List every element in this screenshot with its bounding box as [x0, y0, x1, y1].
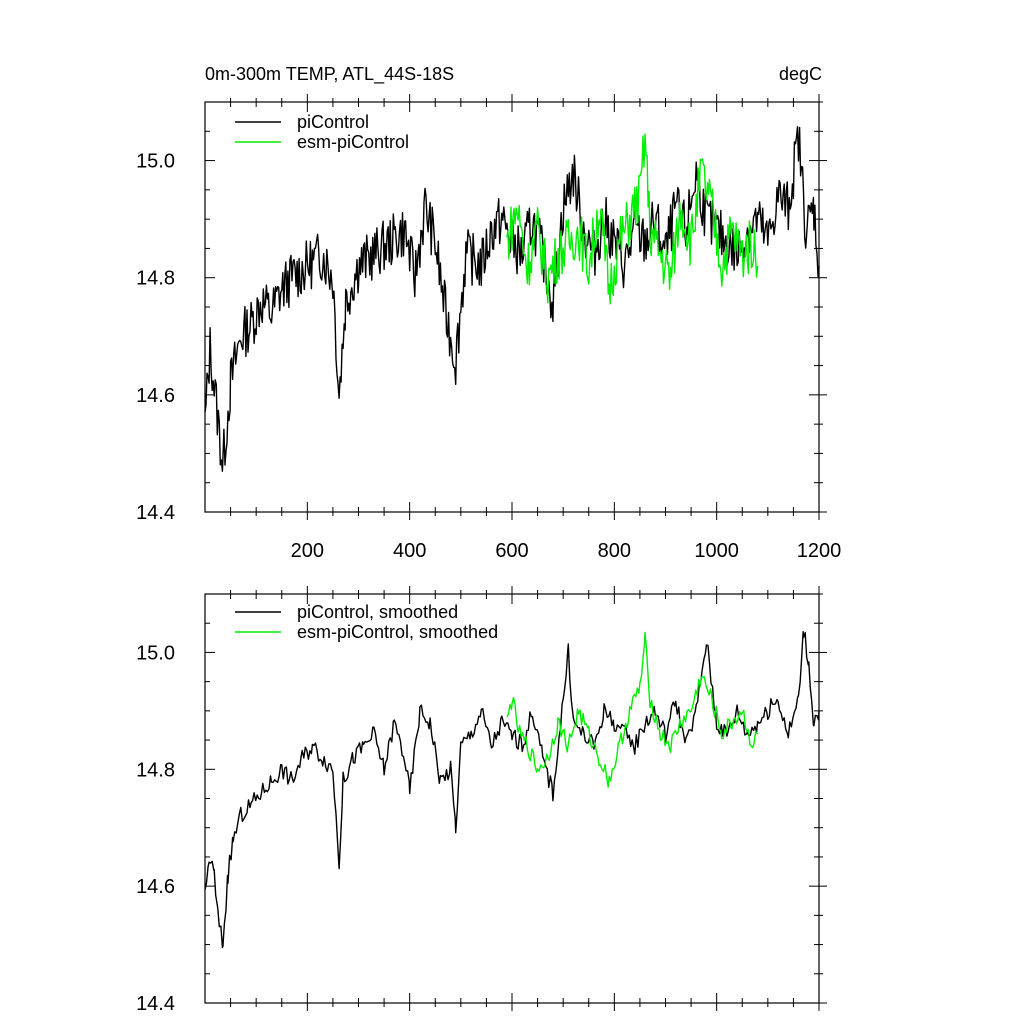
x-tick-label: 200	[291, 540, 324, 560]
x-tick-label: 800	[598, 540, 631, 560]
y-tick-label: 14.8	[136, 268, 175, 290]
x-tick-label: 600	[495, 540, 528, 560]
y-tick-label: 14.4	[136, 993, 175, 1015]
y-tick-label: 14.4	[136, 502, 175, 524]
y-tick-label: 14.6	[136, 876, 175, 898]
x-tick-label: 1200	[797, 540, 842, 560]
legend-label: esm-piControl	[297, 132, 409, 152]
y-tick-label: 15.0	[136, 642, 175, 664]
legend-label: esm-piControl, smoothed	[297, 622, 498, 642]
legend-label: piControl, smoothed	[297, 602, 458, 622]
series-line-picontrol-smoothed	[204, 631, 820, 949]
y-tick-label: 15.0	[136, 151, 175, 173]
raw-timeseries-chart: 200 400 600 800 1000 1200 14.4 14.6 14.8 15.0 piCo…	[136, 94, 842, 560]
chart-title: 0m-300m TEMP, ATL_44S-18S	[205, 64, 455, 84]
series-line-esm-picontrol	[506, 133, 759, 305]
x-tick-label: 400	[393, 540, 426, 560]
legend-label: piControl	[297, 112, 369, 132]
series-line-esm-picontrol-smoothed	[506, 631, 759, 788]
plot-frame	[204, 593, 820, 1004]
y-tick-label: 14.6	[136, 385, 175, 407]
y-tick-label: 14.8	[136, 759, 175, 781]
x-tick-label: 1000	[694, 540, 739, 560]
units-label: degC	[778, 64, 822, 84]
